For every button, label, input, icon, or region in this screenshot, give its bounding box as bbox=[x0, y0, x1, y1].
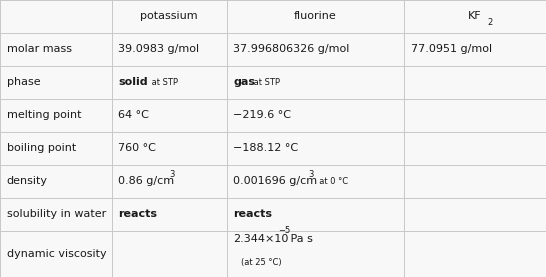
Text: density: density bbox=[7, 176, 48, 186]
Text: potassium: potassium bbox=[140, 11, 198, 22]
Text: 77.0951 g/mol: 77.0951 g/mol bbox=[411, 45, 492, 55]
Text: KF: KF bbox=[468, 11, 482, 22]
Text: −5: −5 bbox=[278, 226, 290, 235]
Text: 64 °C: 64 °C bbox=[118, 111, 150, 120]
Text: 39.0983 g/mol: 39.0983 g/mol bbox=[118, 45, 200, 55]
Text: at STP: at STP bbox=[149, 78, 177, 87]
Text: 0.86 g/cm: 0.86 g/cm bbox=[118, 176, 175, 186]
Text: dynamic viscosity: dynamic viscosity bbox=[7, 249, 106, 259]
Text: solid: solid bbox=[118, 78, 148, 88]
Text: solubility in water: solubility in water bbox=[7, 209, 106, 219]
Text: fluorine: fluorine bbox=[294, 11, 337, 22]
Text: 3: 3 bbox=[169, 170, 175, 179]
Text: 3: 3 bbox=[308, 170, 313, 179]
Text: at STP: at STP bbox=[251, 78, 280, 87]
Text: 760 °C: 760 °C bbox=[118, 143, 156, 153]
Text: −219.6 °C: −219.6 °C bbox=[233, 111, 291, 120]
Text: (at 25 °C): (at 25 °C) bbox=[241, 258, 282, 267]
Text: phase: phase bbox=[7, 78, 40, 88]
Text: Pa s: Pa s bbox=[287, 234, 312, 244]
Text: molar mass: molar mass bbox=[7, 45, 72, 55]
Text: gas: gas bbox=[233, 78, 255, 88]
Text: 2.344×10: 2.344×10 bbox=[233, 234, 288, 244]
Text: 2: 2 bbox=[487, 18, 492, 27]
Text: boiling point: boiling point bbox=[7, 143, 76, 153]
Text: −188.12 °C: −188.12 °C bbox=[233, 143, 298, 153]
Text: 0.001696 g/cm: 0.001696 g/cm bbox=[233, 176, 317, 186]
Text: 37.996806326 g/mol: 37.996806326 g/mol bbox=[233, 45, 349, 55]
Text: melting point: melting point bbox=[7, 111, 81, 120]
Text: reacts: reacts bbox=[233, 209, 272, 219]
Text: at 0 °C: at 0 °C bbox=[314, 177, 348, 186]
Text: reacts: reacts bbox=[118, 209, 157, 219]
